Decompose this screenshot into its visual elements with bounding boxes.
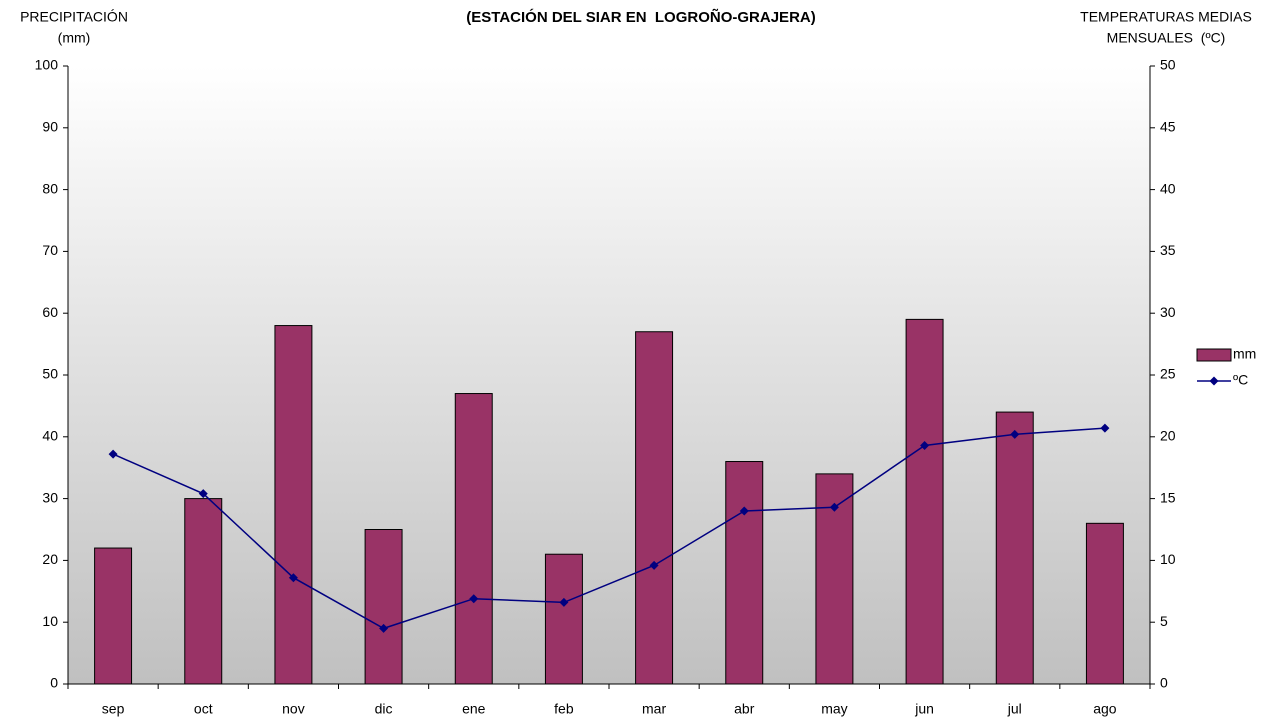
y2-tick-label: 50 [1160,57,1176,73]
y2-tick-label: 0 [1160,675,1168,691]
y-tick-label: 50 [42,366,58,382]
x-tick-label: oct [194,701,213,717]
marker [288,573,298,583]
marker [920,440,930,450]
bar [454,393,493,685]
marker [198,489,208,499]
marker [1100,423,1110,433]
plot-area [68,66,1150,684]
x-tick-label: jun [914,701,934,717]
y-tick-label: 0 [50,675,58,691]
marker [649,560,659,570]
y2-tick-label: 30 [1160,304,1176,320]
line [112,427,1105,630]
marker [379,623,389,633]
marker [739,506,749,516]
legend-swatch [1196,348,1232,362]
y-tick-label: 90 [42,119,58,135]
bar [635,331,674,685]
y-tick-label: 70 [42,242,58,258]
x-tick-label: sep [102,701,125,717]
legend-label: mm [1233,346,1256,362]
y2-tick-label: 15 [1160,489,1176,505]
marker [829,502,839,512]
y-tick-label: 20 [42,551,58,567]
bar [274,325,313,685]
x-tick-label: abr [734,701,755,717]
y2-tick-label: 40 [1160,180,1176,196]
bar [94,547,133,685]
bar [184,498,223,685]
y2-tick-label: 35 [1160,242,1176,258]
bar [1085,522,1124,685]
y-tick-label: 60 [42,304,58,320]
bar [995,411,1034,685]
x-tick-label: jul [1007,701,1022,717]
y-axis-label: (mm) [58,30,91,46]
x-tick-label: feb [554,701,574,717]
y-tick-label: 100 [35,57,59,73]
marker [559,597,569,607]
x-tick-label: ago [1093,701,1117,717]
x-tick-label: dic [375,701,393,717]
x-tick-label: mar [642,701,666,717]
y-tick-label: 10 [42,613,58,629]
legend-swatch [1209,376,1219,386]
bar [905,318,944,685]
marker [1010,429,1020,439]
marker [108,449,118,459]
legend-label: ºC [1233,372,1248,388]
y-tick-label: 80 [42,180,58,196]
bar [725,461,764,685]
y-tick-label: 40 [42,428,58,444]
y2-tick-label: 5 [1160,613,1168,629]
y2-tick-label: 10 [1160,551,1176,567]
x-tick-label: ene [462,701,486,717]
marker [469,594,479,604]
bar [544,553,583,685]
y2-tick-label: 20 [1160,428,1176,444]
y-tick-label: 30 [42,489,58,505]
y2-axis-label: MENSUALES (ºC) [1107,30,1226,46]
y2-axis-label: TEMPERATURAS MEDIAS [1080,9,1252,25]
y2-tick-label: 25 [1160,366,1176,382]
chart-title: (ESTACIÓN DEL SIAR EN LOGROÑO-GRAJERA) [466,8,815,26]
bar [364,529,403,685]
y-axis-label: PRECIPITACIÓN [20,9,128,25]
y2-tick-label: 45 [1160,119,1176,135]
x-tick-label: may [821,701,847,717]
x-tick-label: nov [282,701,305,717]
